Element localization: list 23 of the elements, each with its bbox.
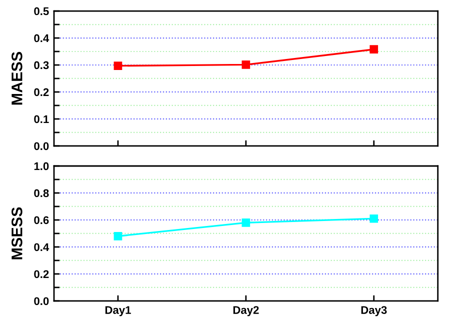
y-tick-label: 0.8 [34,189,49,198]
point [370,214,378,223]
y-axis-title: MAESS [12,52,22,105]
y-tick-label: 0.0 [34,297,49,306]
y-tick-label: 0.4 [34,243,50,252]
y-tick-label: 0.4 [34,34,50,42]
x-tick-label: Day1 [105,306,131,316]
y-tick-label: 0.1 [34,115,49,124]
x-tick-label: Day2 [233,306,259,316]
x-tick-label: Day3 [361,306,387,316]
y-tick-label: 0.5 [34,7,49,16]
y-tick-label: 0.2 [34,270,49,278]
y-tick-label: 0.0 [34,142,49,150]
point [242,60,250,69]
y-tick-label: 0.3 [34,61,49,70]
point [114,232,122,240]
y-axis-title: MSESS [12,207,22,260]
point [370,45,378,54]
y-tick-label: 0.2 [34,88,49,96]
y-tick-label: 1.0 [34,162,49,170]
point [114,62,122,70]
y-tick-label: 0.6 [34,216,49,224]
point [242,218,250,227]
